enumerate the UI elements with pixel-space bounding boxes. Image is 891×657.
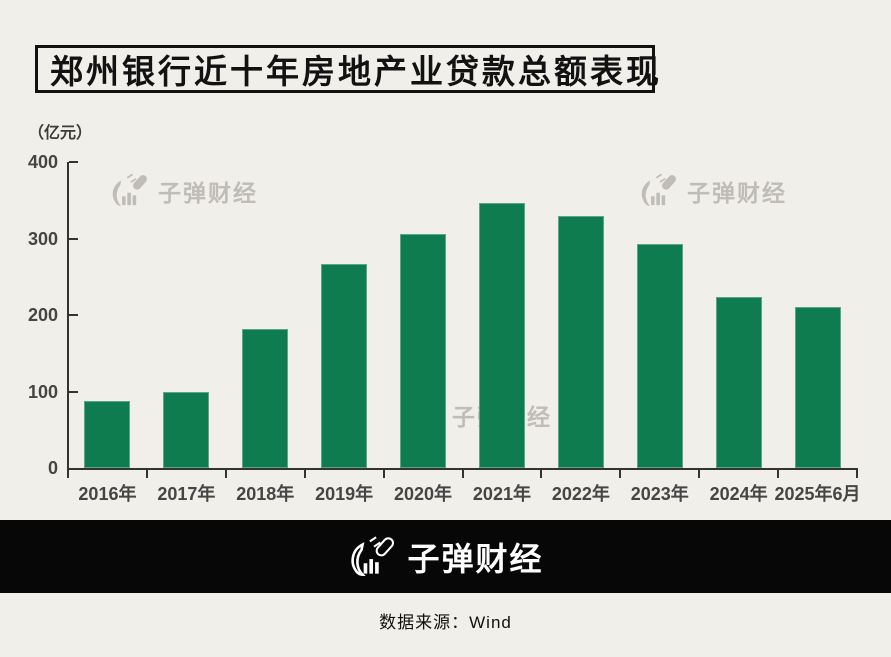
x-tick-label: 2023年 xyxy=(630,484,689,504)
bar-2022年 xyxy=(557,215,604,468)
x-tick-mark xyxy=(461,470,464,478)
y-tick-mark xyxy=(69,161,78,163)
bullet-logo-icon xyxy=(641,173,676,206)
x-tick-mark xyxy=(698,470,701,478)
x-tick-mark xyxy=(777,470,780,478)
y-tick-label: 300 xyxy=(27,228,58,249)
y-tick-label: 100 xyxy=(27,381,58,402)
y-tick-mark xyxy=(69,390,78,393)
x-tick-label: 2022年 xyxy=(551,484,610,504)
bullet-logo-icon xyxy=(351,535,395,576)
x-tick-mark xyxy=(303,470,306,478)
x-tick-label: 2025年6月 xyxy=(774,484,861,504)
bar-2016年 xyxy=(84,400,131,468)
y-tick-label: 200 xyxy=(27,305,58,325)
x-tick-mark xyxy=(382,470,385,478)
bar-2021年 xyxy=(478,203,525,468)
bar-2018年 xyxy=(242,328,289,468)
y-tick-label: 400 xyxy=(27,152,58,172)
chart-title-box: 郑州银行近十年房地产业贷款总额表现 xyxy=(35,45,659,93)
x-axis-line xyxy=(67,468,858,470)
x-tick-label: 2024年 xyxy=(709,484,768,504)
bullet-logo-icon xyxy=(112,173,147,206)
x-tick-mark xyxy=(224,470,227,478)
y-tick-label: 0 xyxy=(47,458,58,478)
x-tick-mark xyxy=(67,470,69,478)
x-tick-mark xyxy=(856,470,858,478)
x-tick-label: 2018年 xyxy=(236,484,295,504)
footer-brand-text: 子弹财经 xyxy=(407,540,544,577)
x-tick-label: 2019年 xyxy=(315,484,374,504)
watermark-top-left: 子弹财经 xyxy=(108,172,258,210)
bar-2019年 xyxy=(321,263,368,468)
footer-brand-band: 子弹财经 xyxy=(0,520,891,593)
watermark-text: 子弹财经 xyxy=(158,180,258,206)
watermark-top-right: 子弹财经 xyxy=(637,172,787,210)
bar-2020年 xyxy=(400,233,447,468)
chart-title: 郑州银行近十年房地产业贷款总额表现 xyxy=(50,53,662,90)
bar-2023年 xyxy=(636,243,683,468)
y-tick-mark xyxy=(69,314,78,316)
watermark-text: 子弹财经 xyxy=(687,180,787,206)
x-tick-label: 2017年 xyxy=(157,484,216,504)
bar-2025年6月 xyxy=(794,306,841,468)
x-tick-label: 2021年 xyxy=(472,484,531,504)
y-tick-mark xyxy=(69,237,78,240)
x-tick-mark xyxy=(619,470,622,478)
y-axis-line xyxy=(67,162,69,470)
bar-2017年 xyxy=(163,391,210,468)
x-tick-mark xyxy=(145,470,148,478)
x-tick-label: 2020年 xyxy=(394,484,453,504)
x-tick-label: 2016年 xyxy=(78,484,137,504)
x-tick-mark xyxy=(540,470,543,478)
bar-2024年 xyxy=(715,297,762,468)
data-source-text: 数据来源：Wind xyxy=(379,613,512,632)
y-axis-unit-label: （亿元） xyxy=(28,125,93,142)
